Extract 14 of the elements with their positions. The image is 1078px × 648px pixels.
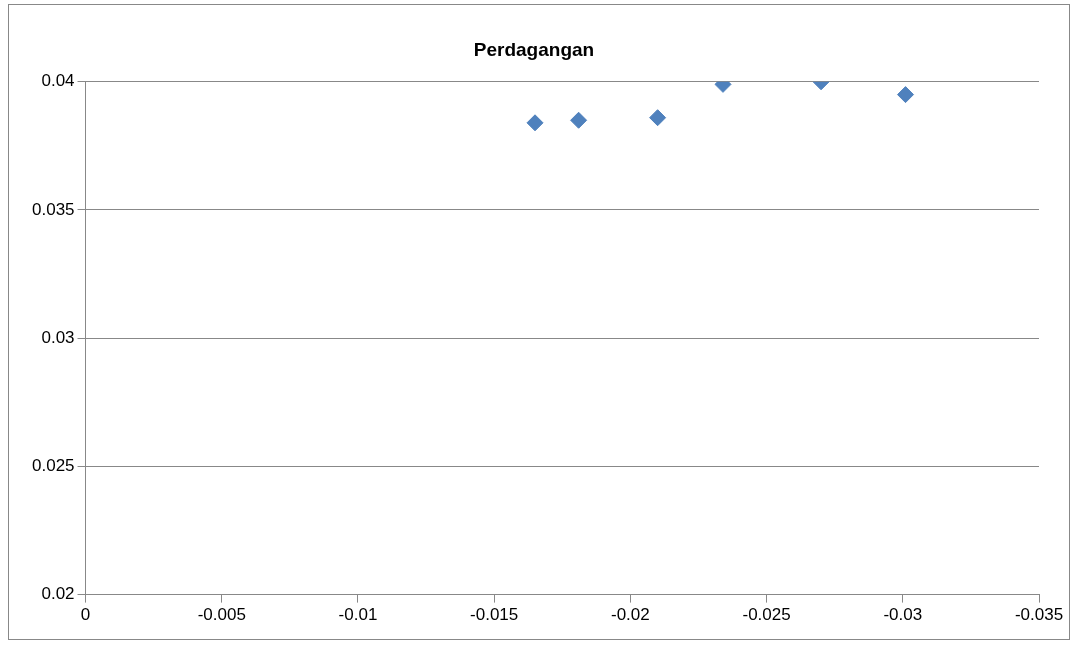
y-tick-label: 0.035 [31,199,75,219]
x-tick-label: -0.03 [883,605,923,625]
y-tick-label: 0.04 [41,71,75,91]
y-tick-label: 0.03 [41,327,75,347]
x-tick-label: -0.035 [1014,605,1064,625]
x-tick-label: -0.015 [470,605,519,625]
x-tick-label: -0.01 [338,605,378,625]
x-tick-label: -0.005 [197,605,246,625]
x-tick-label: -0.025 [742,605,791,625]
y-tick-label: 0.02 [41,584,75,604]
y-tick-label: 0.025 [31,456,75,476]
x-tick-label: 0 [80,605,91,625]
x-tick-label: -0.02 [611,605,650,625]
chart-title: Perdagangan [473,38,595,60]
